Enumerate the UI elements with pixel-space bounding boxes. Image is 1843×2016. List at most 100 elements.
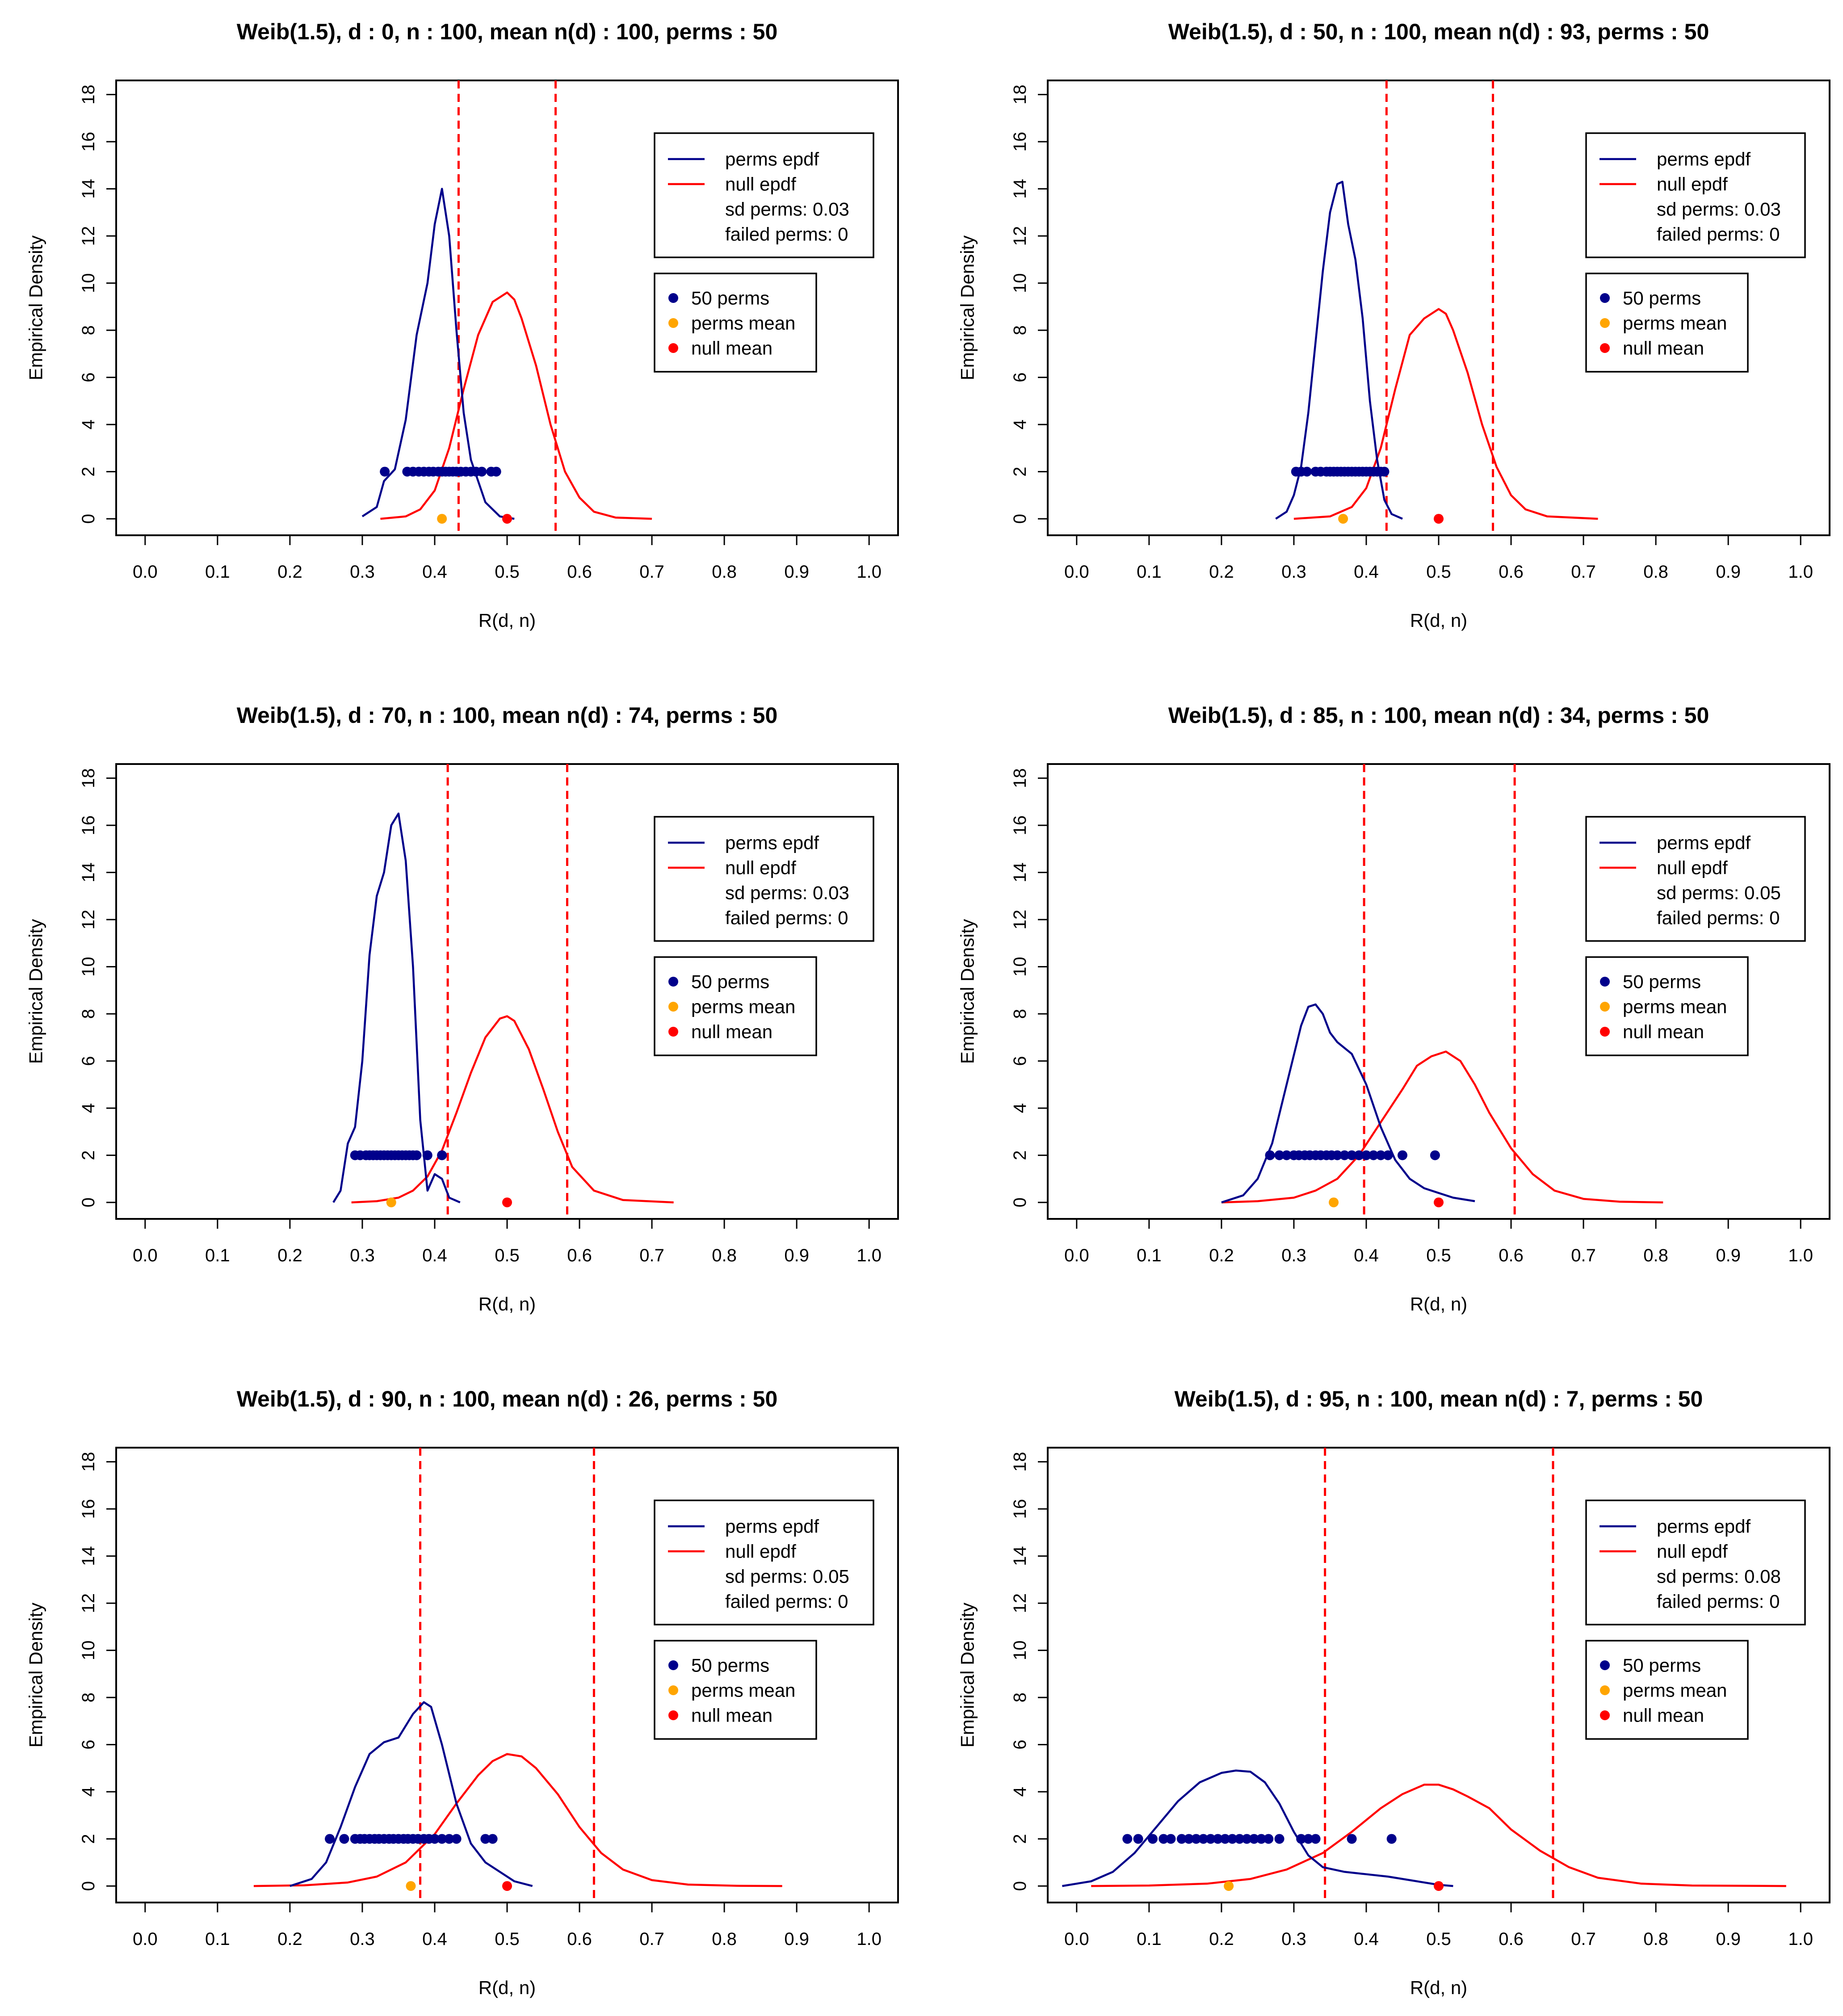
y-tick-label: 16 (1010, 815, 1030, 836)
null-epdf-line (1091, 1784, 1786, 1887)
y-tick-label: 2 (79, 466, 98, 476)
x-tick-label: 0.5 (495, 1246, 520, 1265)
null-mean-point (1434, 1881, 1444, 1891)
legend-null-mean-swatch (668, 1027, 678, 1037)
x-axis-label: R(d, n) (1410, 1977, 1467, 1998)
perms-epdf-line (290, 1701, 533, 1887)
perm-point (1430, 1150, 1440, 1160)
x-tick-label: 0.5 (495, 1929, 520, 1949)
perm-point (1176, 1834, 1187, 1844)
y-tick-label: 2 (1010, 466, 1030, 476)
legend-epdf-box (1585, 132, 1806, 258)
perm-point (1376, 1150, 1386, 1160)
data-layer (1275, 80, 1598, 535)
legend-failed-perms-label: failed perms: 0 (1657, 907, 1780, 928)
x-tick-label: 0.3 (1281, 562, 1306, 582)
perms-epdf-line (332, 812, 461, 1204)
y-tick-label: 16 (79, 815, 98, 836)
perm-point (1242, 1834, 1252, 1844)
perm-point (1354, 1150, 1364, 1160)
legend-null-epdf-label: null epdf (725, 174, 796, 195)
legend-perms-mean-swatch (668, 1685, 678, 1695)
perm-point (422, 1150, 432, 1160)
legend-perms-mean-swatch (668, 318, 678, 328)
chart-panel-6: Weib(1.5), d : 95, n : 100, mean n(d) : … (957, 1386, 1830, 1998)
x-tick-label: 0.2 (277, 1929, 302, 1949)
data-layer (1221, 764, 1663, 1219)
x-tick-label: 0.7 (639, 562, 664, 582)
legend-points-box (654, 1640, 817, 1740)
legend-perms-mean-label: perms mean (1623, 996, 1727, 1017)
x-tick-label: 0.4 (422, 1246, 447, 1265)
y-axis-label: Empirical Density (957, 1603, 978, 1747)
y-tick-label: 2 (1010, 1150, 1030, 1160)
y-tick-label: 18 (79, 768, 98, 788)
perm-point (1265, 1150, 1275, 1160)
y-axis-label: Empirical Density (25, 1603, 46, 1747)
y-axis-label: Empirical Density (25, 235, 46, 380)
legend-points-box (1585, 956, 1749, 1056)
y-tick-label: 14 (79, 179, 98, 199)
y-tick-label: 0 (79, 1197, 98, 1207)
y-tick-label: 18 (79, 1452, 98, 1472)
x-tick-label: 0.7 (1571, 1929, 1596, 1949)
perm-point (480, 1834, 491, 1844)
y-tick-label: 4 (1010, 420, 1030, 429)
perm-point (487, 1834, 498, 1844)
x-tick-label: 0.0 (1064, 562, 1089, 582)
data-layer (1062, 1448, 1786, 1903)
y-tick-label: 0 (1010, 1197, 1030, 1207)
y-tick-label: 14 (79, 1546, 98, 1566)
legend-points-box (654, 273, 817, 373)
y-tick-label: 0 (79, 514, 98, 524)
x-tick-label: 0.0 (133, 1929, 158, 1949)
legend-sd-perms-label: sd perms: 0.03 (725, 199, 849, 220)
perm-point (339, 1834, 349, 1844)
perm-point (1220, 1834, 1230, 1844)
null-epdf-line (253, 1753, 782, 1887)
legend-perms-mean-label: perms mean (691, 1680, 795, 1701)
legend-perms-mean-label: perms mean (1623, 1680, 1727, 1701)
null-mean-point (502, 1881, 512, 1891)
perm-point (1198, 1834, 1209, 1844)
perm-point (451, 1834, 462, 1844)
x-tick-label: 0.8 (1643, 562, 1668, 582)
y-tick-label: 14 (1010, 1546, 1030, 1566)
perm-point (1383, 1150, 1393, 1160)
legend-null-mean-swatch (1600, 1710, 1610, 1720)
perms-mean-point (1329, 1197, 1339, 1208)
perm-point (1347, 1834, 1357, 1844)
x-tick-label: 0.4 (1354, 562, 1379, 582)
perm-point (1184, 1834, 1194, 1844)
y-axis-label: Empirical Density (957, 919, 978, 1064)
perm-point (1332, 1150, 1343, 1160)
legend-epdf-box (654, 132, 874, 258)
legend-perms-mean-label: perms mean (691, 313, 795, 334)
x-tick-label: 1.0 (1788, 1929, 1813, 1949)
y-tick-label: 4 (1010, 1787, 1030, 1797)
y-tick-label: 4 (79, 420, 98, 429)
perm-point (1147, 1834, 1158, 1844)
perm-point (1191, 1834, 1201, 1844)
x-tick-label: 0.9 (1716, 1929, 1741, 1949)
chart-panel-2: Weib(1.5), d : 50, n : 100, mean n(d) : … (957, 19, 1830, 631)
legend-null-mean-swatch (668, 343, 678, 353)
perm-point (1397, 1150, 1407, 1160)
perm-point (1310, 1834, 1321, 1844)
x-tick-label: 0.9 (784, 562, 809, 582)
x-tick-label: 0.9 (784, 1246, 809, 1265)
x-tick-label: 0.9 (784, 1929, 809, 1949)
x-tick-label: 0.0 (1064, 1246, 1089, 1265)
x-tick-label: 0.4 (1354, 1929, 1379, 1949)
null-epdf-line (1293, 308, 1598, 520)
legend-n-perms-swatch (1600, 977, 1610, 987)
x-tick-label: 1.0 (856, 1246, 882, 1265)
y-tick-label: 18 (1010, 768, 1030, 788)
perms-mean-point (1224, 1881, 1234, 1891)
legend-points-box (1585, 1640, 1749, 1740)
legend-n-perms-label: 50 perms (1623, 288, 1701, 309)
chart-title: Weib(1.5), d : 90, n : 100, mean n(d) : … (237, 1386, 778, 1411)
legend-perms-epdf-label: perms epdf (1657, 832, 1751, 853)
legend-failed-perms-label: failed perms: 0 (1657, 1591, 1780, 1612)
